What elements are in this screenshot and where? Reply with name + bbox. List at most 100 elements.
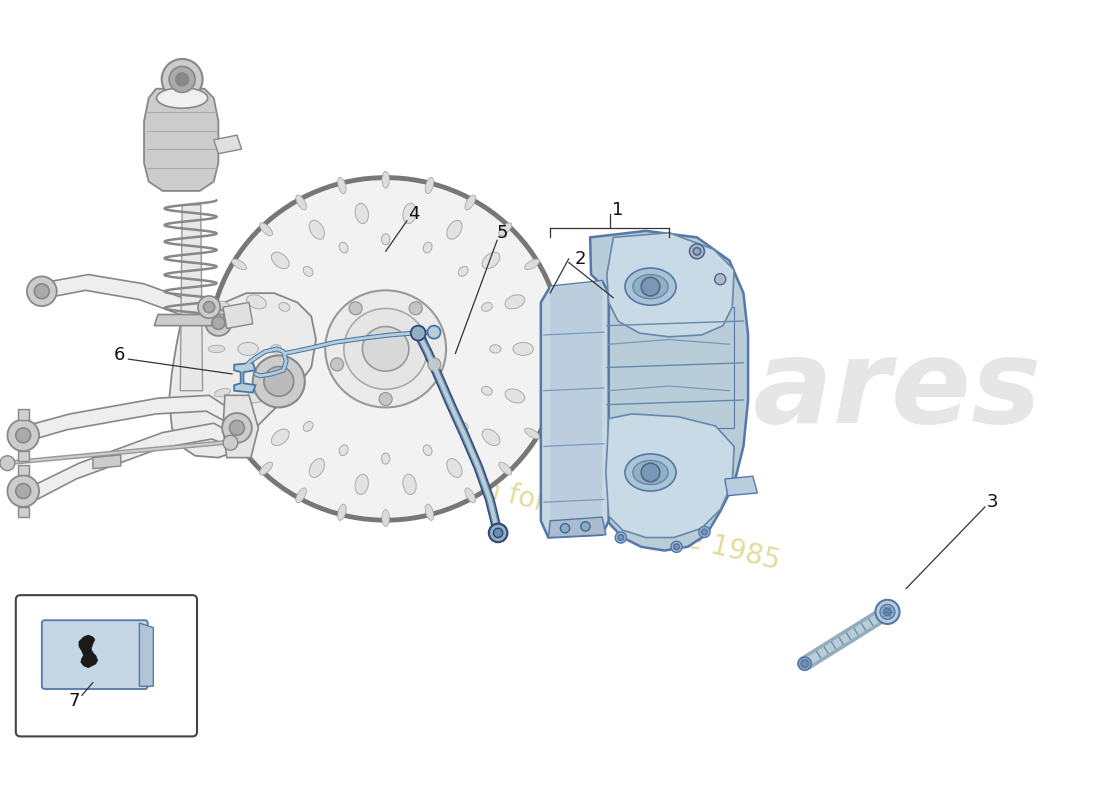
Circle shape [641, 463, 660, 482]
Ellipse shape [498, 223, 512, 236]
Ellipse shape [272, 252, 289, 269]
Ellipse shape [498, 462, 512, 475]
Ellipse shape [260, 223, 273, 236]
Ellipse shape [279, 386, 289, 395]
Ellipse shape [309, 220, 324, 239]
Polygon shape [144, 89, 219, 191]
Circle shape [349, 302, 362, 314]
Circle shape [488, 523, 507, 542]
Ellipse shape [482, 252, 499, 269]
Circle shape [169, 66, 195, 93]
Ellipse shape [338, 178, 346, 194]
Ellipse shape [403, 474, 416, 494]
Polygon shape [541, 281, 608, 538]
Ellipse shape [403, 203, 416, 223]
Ellipse shape [625, 268, 676, 306]
Text: 5: 5 [496, 224, 507, 242]
Text: 1: 1 [613, 202, 624, 219]
Circle shape [560, 523, 570, 533]
Circle shape [693, 247, 701, 255]
Polygon shape [37, 274, 223, 330]
Ellipse shape [338, 504, 346, 520]
Circle shape [673, 544, 680, 550]
Ellipse shape [482, 386, 493, 395]
Ellipse shape [344, 309, 428, 390]
Ellipse shape [208, 345, 224, 353]
Ellipse shape [632, 461, 668, 485]
Text: 7: 7 [68, 692, 80, 710]
Circle shape [253, 355, 305, 407]
Circle shape [641, 278, 660, 296]
Polygon shape [19, 395, 231, 444]
Ellipse shape [209, 178, 562, 520]
Ellipse shape [272, 429, 289, 446]
Ellipse shape [505, 389, 525, 403]
Circle shape [330, 358, 343, 371]
Circle shape [876, 600, 900, 624]
Text: 4: 4 [408, 205, 419, 223]
Ellipse shape [279, 302, 289, 311]
Ellipse shape [465, 195, 475, 210]
FancyBboxPatch shape [42, 620, 147, 689]
Circle shape [264, 366, 294, 396]
Text: 3: 3 [987, 494, 998, 511]
Ellipse shape [382, 453, 389, 464]
Ellipse shape [362, 326, 409, 371]
Ellipse shape [156, 88, 208, 108]
Ellipse shape [214, 301, 230, 310]
Text: 2: 2 [575, 250, 586, 268]
Text: a passion for parts since 1985: a passion for parts since 1985 [370, 447, 783, 576]
Circle shape [883, 608, 891, 615]
Polygon shape [79, 635, 98, 668]
Circle shape [428, 358, 441, 371]
Ellipse shape [625, 454, 676, 491]
Ellipse shape [525, 428, 540, 438]
Ellipse shape [424, 445, 432, 455]
Circle shape [15, 484, 31, 498]
Circle shape [223, 435, 238, 450]
Circle shape [409, 302, 422, 314]
Ellipse shape [426, 504, 433, 520]
Ellipse shape [447, 458, 462, 478]
Ellipse shape [382, 234, 389, 245]
Ellipse shape [246, 389, 266, 403]
Polygon shape [18, 410, 29, 419]
Ellipse shape [260, 462, 273, 475]
Ellipse shape [271, 345, 282, 353]
Circle shape [26, 277, 57, 306]
Ellipse shape [232, 428, 246, 438]
Ellipse shape [525, 259, 540, 270]
Circle shape [379, 393, 393, 406]
Ellipse shape [304, 422, 313, 431]
Circle shape [690, 244, 704, 258]
Ellipse shape [505, 295, 525, 309]
Circle shape [698, 526, 710, 538]
Circle shape [799, 657, 811, 670]
Ellipse shape [490, 345, 500, 353]
Ellipse shape [326, 290, 447, 407]
Polygon shape [154, 314, 227, 326]
Circle shape [230, 421, 244, 435]
Ellipse shape [447, 220, 462, 239]
Polygon shape [18, 451, 29, 462]
Polygon shape [140, 623, 153, 686]
Ellipse shape [296, 488, 307, 503]
Polygon shape [169, 293, 316, 458]
Text: eurospares: eurospares [296, 334, 1042, 448]
Circle shape [715, 274, 726, 285]
Circle shape [15, 428, 31, 442]
Polygon shape [223, 395, 258, 458]
Circle shape [222, 413, 252, 442]
Circle shape [212, 316, 224, 330]
Circle shape [880, 605, 895, 619]
Ellipse shape [513, 342, 534, 355]
Circle shape [581, 522, 590, 531]
Ellipse shape [355, 474, 368, 494]
Ellipse shape [541, 389, 558, 397]
Polygon shape [548, 517, 606, 538]
Ellipse shape [459, 422, 469, 431]
Ellipse shape [246, 295, 266, 309]
Ellipse shape [339, 242, 348, 253]
Circle shape [8, 475, 39, 507]
Polygon shape [213, 135, 242, 154]
